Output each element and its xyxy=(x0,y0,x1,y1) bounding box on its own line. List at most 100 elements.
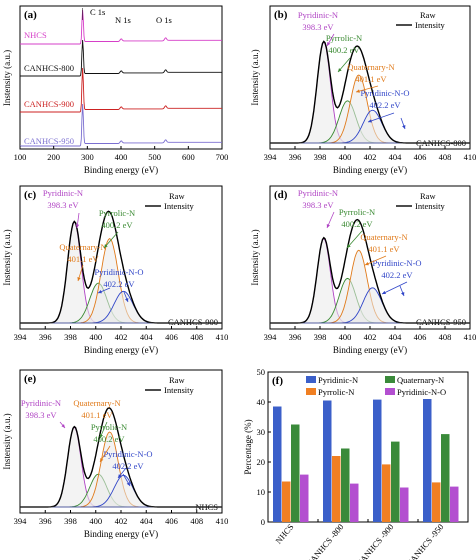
panel-a-xtick-label: 300 xyxy=(81,152,94,162)
panel-c-xtick-label: 410 xyxy=(216,332,229,342)
panel-d-tag: (d) xyxy=(274,189,288,201)
panel-c-xtick-label: 406 xyxy=(165,332,178,342)
component-name-label: Pyrrolic-N xyxy=(91,422,127,432)
panel-d-xtick-label: 398 xyxy=(314,332,327,342)
bar xyxy=(332,456,341,522)
panel-b-xtick-label: 410 xyxy=(464,152,476,162)
panel-c-sample-label: CANHCS-900 xyxy=(168,317,218,327)
legend-raw: Raw xyxy=(420,191,436,201)
panel-c-xtick-label: 396 xyxy=(39,332,52,342)
component-energy-label: 400.2 eV xyxy=(341,219,373,229)
legend-swatch-quaternary-n xyxy=(385,376,395,383)
bar xyxy=(450,486,459,522)
survey-line-1 xyxy=(20,39,222,77)
component-energy-label: 398.3 eV xyxy=(302,22,334,32)
component-energy-label: 401.1 eV xyxy=(67,254,99,264)
component-name-label: Quaternary-N xyxy=(347,62,394,72)
panel-f-ylabel: Percentage (%) xyxy=(243,419,253,474)
panel-d-xtick-label: 396 xyxy=(289,332,302,342)
annotation-arrowhead xyxy=(104,244,108,248)
component-energy-label: 400.2 eV xyxy=(101,220,133,230)
component-energy-label: 402.2 eV xyxy=(369,100,401,110)
panel-d-xtick-label: 394 xyxy=(264,332,278,342)
legend-label-quaternary-n: Quaternary-N xyxy=(397,375,444,385)
annotation-arrowhead xyxy=(327,42,331,46)
panel-c-canhcs-900-n1s: (c) Binding energy (eV) Instensity (a.u.) C… xyxy=(2,185,229,355)
panel-a-xtick-label: 400 xyxy=(115,152,128,162)
annotation-arrowhead xyxy=(338,68,342,72)
panel-c-xtick-label: 394 xyxy=(14,332,28,342)
panel-d-canhcs-950-n1s: (d) Binding energy (eV) Instensity (a.u.) C… xyxy=(250,185,476,355)
annotation-arrowhead xyxy=(326,224,330,228)
category-label: CANHCS -800 xyxy=(304,522,345,560)
bar xyxy=(291,424,300,522)
panel-e-xtick-label: 394 xyxy=(14,516,28,526)
component-name-label: Pyridinic-N-O xyxy=(103,449,152,459)
legend-intensity: Intensity xyxy=(415,201,445,211)
peak-label-n1s: N 1s xyxy=(115,15,131,25)
panel-e-ylabel: Instensity (a.u.) xyxy=(2,413,12,469)
legend-swatch-pyrrolic-n xyxy=(306,388,316,395)
annotation-arrowhead xyxy=(402,125,406,129)
legend-intensity: Intensity xyxy=(164,385,194,395)
annotation-arrow xyxy=(381,281,408,295)
bar xyxy=(282,481,291,522)
component-energy-label: 402.2 eV xyxy=(103,279,135,289)
panel-e-xtick-label: 410 xyxy=(216,516,229,526)
panel-f-ytick-label: 0 xyxy=(261,517,265,527)
survey-line-0 xyxy=(20,9,222,45)
panel-c-xtick-label: 404 xyxy=(140,332,154,342)
bar xyxy=(323,400,332,522)
annotation-arrow xyxy=(355,85,379,93)
panel-d-xtick-label: 402 xyxy=(364,332,377,342)
category-label: CANHCS -900 xyxy=(354,522,395,560)
bar xyxy=(441,434,450,522)
sample-label-canhcs-800: CANHCS-800 xyxy=(24,63,74,73)
panel-b-xtick-label: 406 xyxy=(414,152,427,162)
legend-raw: Raw xyxy=(169,375,185,385)
bar xyxy=(391,441,400,522)
component-name-label: Pyridinic-N xyxy=(298,188,338,198)
panel-a-xtick-label: 100 xyxy=(14,152,27,162)
panel-f-ytick-label: 10 xyxy=(257,487,266,497)
panel-f-ytick-label: 30 xyxy=(257,427,266,437)
annotation-arrowhead xyxy=(61,424,65,428)
panel-d-xtick-label: 408 xyxy=(439,332,452,342)
legend-swatch-pyridinic-n xyxy=(306,376,316,383)
panel-c-tag: (c) xyxy=(24,189,37,201)
panel-c-xtick-label: 402 xyxy=(115,332,128,342)
panel-b-xtick-label: 396 xyxy=(289,152,302,162)
panel-c-ylabel: Instensity (a.u.) xyxy=(2,229,12,285)
panel-f-bar-chart: (f) Percentage (%) 0 10 20 30 40 50 NHCS CANHCS… xyxy=(243,367,469,560)
sample-label-canhcs-900: CANHCS-900 xyxy=(24,99,74,109)
panel-e-xtick-label: 400 xyxy=(89,516,102,526)
panel-a-survey-spectra: (a) 100 200 300 400 500 600 700 Binding energy… xyxy=(2,5,228,175)
annotation-arrow xyxy=(367,112,395,123)
panel-d-xtick-label: 400 xyxy=(339,332,352,342)
annotation-arrowhead xyxy=(118,474,122,478)
category-label: CANHCS -950 xyxy=(404,522,445,560)
component-energy-label: 401.1 eV xyxy=(368,244,400,254)
panel-a-tag: (a) xyxy=(24,9,37,21)
annotation-arrowhead xyxy=(347,244,351,248)
panel-b-tag: (b) xyxy=(274,9,288,21)
component-name-label: Pyridinic-N xyxy=(21,398,61,408)
annotation-arrowhead xyxy=(75,224,80,228)
component-energy-label: 401.1 eV xyxy=(355,74,387,84)
legend-label-pyridinic-n: Pyridinic-N xyxy=(318,375,358,385)
bar xyxy=(423,399,432,522)
component-energy-label: 398.3 eV xyxy=(25,410,57,420)
legend-label-pyridinic-n-o: Pyridinic-N-O xyxy=(397,387,446,397)
panel-e-xlabel: Binding energy (eV) xyxy=(84,529,158,539)
component-name-label: Quaternary-N xyxy=(59,242,106,252)
component-name-label: Quaternary-N xyxy=(360,232,407,242)
legend-label-pyrrolic-n: Pyrrolic-N xyxy=(318,387,354,397)
panel-e-xtick-label: 396 xyxy=(39,516,52,526)
component-name-label: Quaternary-N xyxy=(73,398,120,408)
panel-d-sample-label: CANHCS-950 xyxy=(416,317,466,327)
component-energy-label: 402.2 eV xyxy=(112,461,144,471)
annotation-arrowhead xyxy=(126,482,130,486)
panel-b-xtick-label: 394 xyxy=(264,152,278,162)
component-name-label: Pyridinic-N-O xyxy=(94,267,143,277)
